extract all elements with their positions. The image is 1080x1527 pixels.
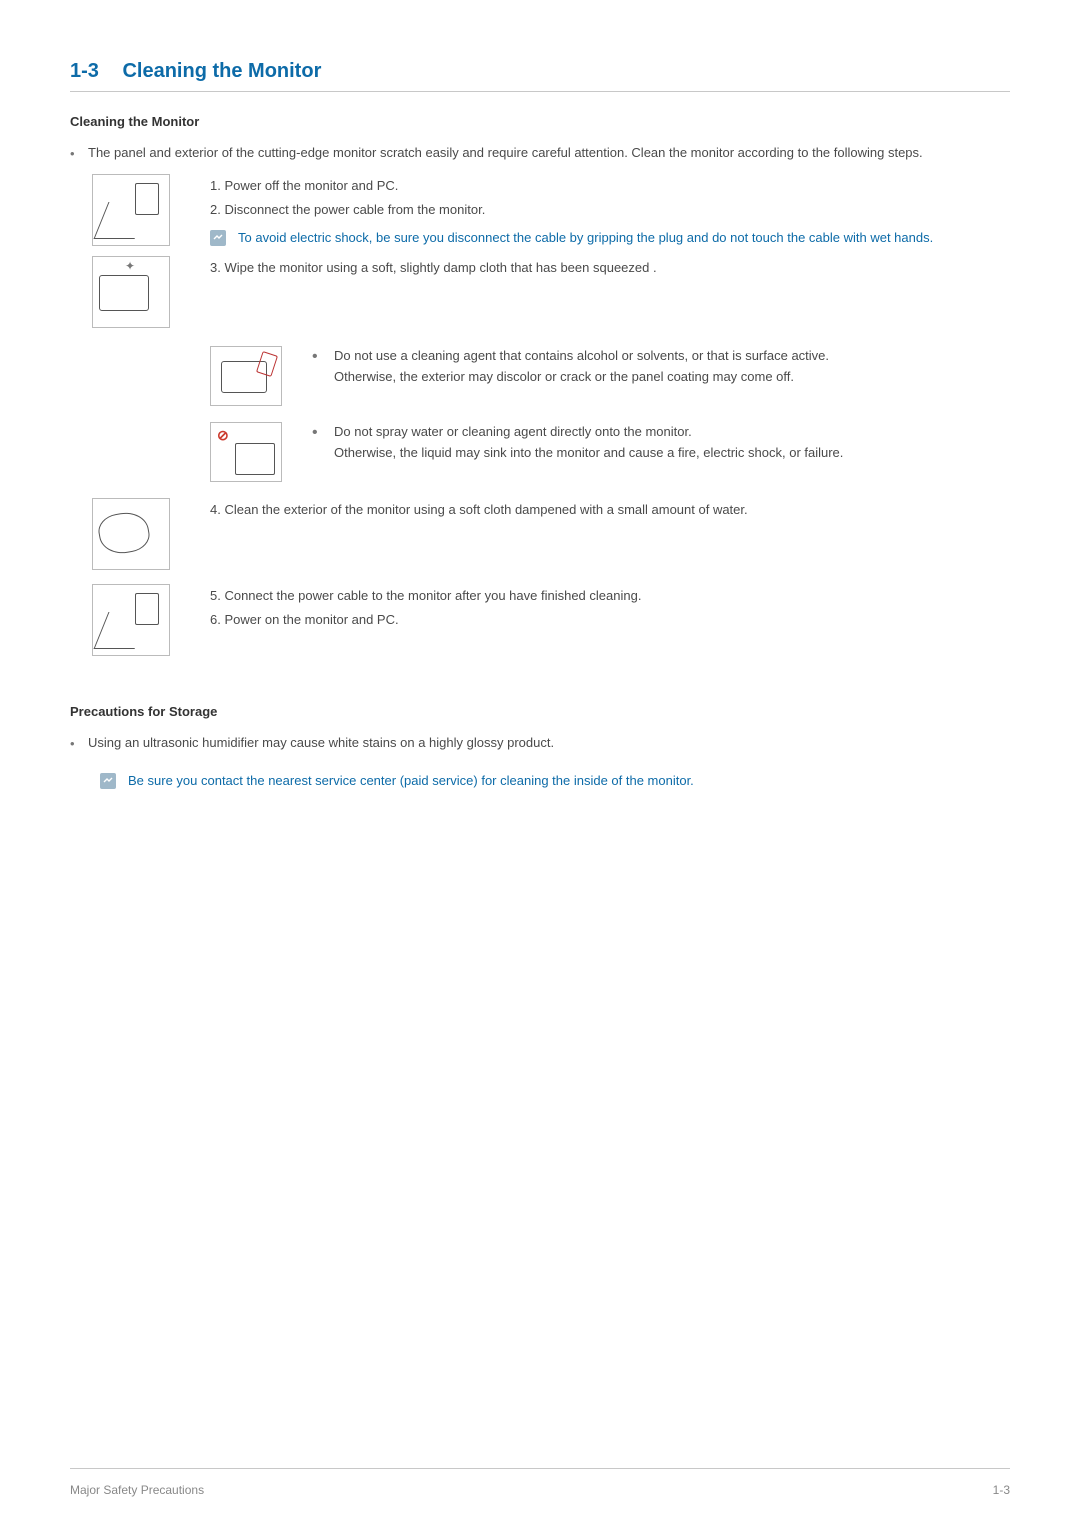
illustration-reconnect-icon [92, 584, 170, 656]
step-3-text: 3. Wipe the monitor using a soft, slight… [210, 256, 1010, 280]
storage-subheading: Precautions for Storage [70, 704, 1010, 719]
illustration-no-spray-icon [210, 422, 282, 482]
intro-text: The panel and exterior of the cutting-ed… [88, 143, 923, 163]
storage-bullet-text: Using an ultrasonic humidifier may cause… [88, 733, 554, 753]
warn2-line1: Do not spray water or cleaning agent dir… [334, 422, 1010, 442]
warn2-line2: Otherwise, the liquid may sink into the … [334, 443, 1010, 463]
warn1-line1: Do not use a cleaning agent that contain… [334, 346, 1010, 366]
bullet-icon: • [70, 143, 88, 164]
footer-right: 1-3 [993, 1483, 1010, 1497]
step-4-text: 4. Clean the exterior of the monitor usi… [210, 498, 1010, 522]
intro-bullet: • The panel and exterior of the cutting-… [70, 143, 1010, 164]
warning-spray: • Do not spray water or cleaning agent d… [210, 422, 1010, 482]
page-title: 1-3 Cleaning the Monitor [70, 60, 1010, 92]
illustration-wipe-icon [92, 256, 170, 328]
warn1-line2: Otherwise, the exterior may discolor or … [334, 367, 1010, 387]
note-1-text: To avoid electric shock, be sure you dis… [238, 228, 1010, 248]
step-block-4: 4. Clean the exterior of the monitor usi… [70, 498, 1010, 570]
section-title-text: Cleaning the Monitor [122, 60, 321, 82]
warning-agent: • Do not use a cleaning agent that conta… [210, 346, 1010, 406]
section-number: 1-3 [70, 60, 99, 82]
step-1-text: 1. Power off the monitor and PC. [210, 174, 1010, 198]
bullet-icon: • [312, 346, 334, 366]
step-block-3: 3. Wipe the monitor using a soft, slight… [70, 256, 1010, 328]
step-block-1: 1. Power off the monitor and PC. 2. Disc… [70, 174, 1010, 248]
storage-note-text: Be sure you contact the nearest service … [128, 771, 1010, 791]
illustration-cloth-icon [92, 498, 170, 570]
illustration-no-agent-icon [210, 346, 282, 406]
step-2-text: 2. Disconnect the power cable from the m… [210, 198, 1010, 222]
bullet-icon: • [70, 733, 88, 754]
footer-rule [70, 1468, 1010, 1469]
note-badge-icon [210, 230, 226, 246]
step-5-text: 5. Connect the power cable to the monito… [210, 584, 1010, 608]
storage-note: Be sure you contact the nearest service … [100, 771, 1010, 791]
note-badge-icon [100, 773, 116, 789]
storage-bullet: • Using an ultrasonic humidifier may cau… [70, 733, 1010, 754]
illustration-unplug-icon [92, 174, 170, 246]
cleaning-subheading: Cleaning the Monitor [70, 114, 1010, 129]
footer-left: Major Safety Precautions [70, 1483, 204, 1497]
page-footer: Major Safety Precautions 1-3 [70, 1483, 1010, 1497]
step-6-text: 6. Power on the monitor and PC. [210, 608, 1010, 632]
electric-shock-note: To avoid electric shock, be sure you dis… [210, 228, 1010, 248]
storage-section: Precautions for Storage • Using an ultra… [70, 704, 1010, 790]
bullet-icon: • [312, 422, 334, 442]
step-block-5: 5. Connect the power cable to the monito… [70, 584, 1010, 656]
